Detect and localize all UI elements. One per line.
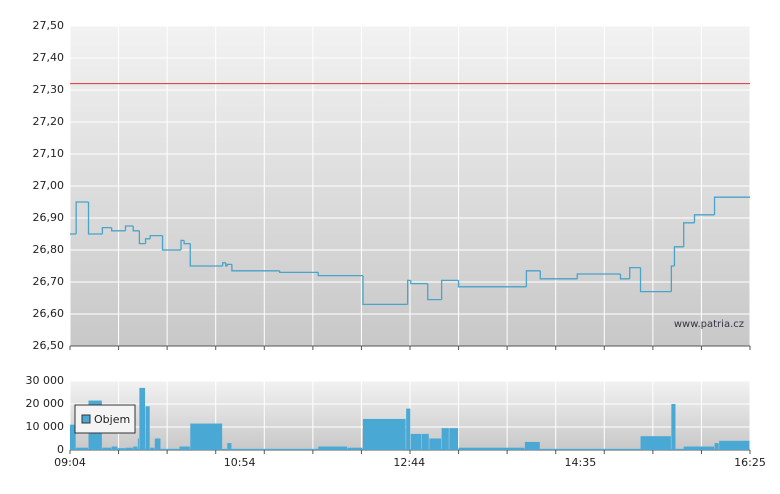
- price-step: [138, 230, 146, 245]
- price-step: [161, 235, 182, 251]
- y-tick-label: 20 000: [26, 397, 65, 410]
- y-tick-label: 26,80: [33, 243, 65, 256]
- y-tick-label: 26,70: [33, 275, 65, 288]
- volume-bar: [406, 408, 411, 450]
- volume-bar: [150, 447, 155, 450]
- y-tick-label: 26,50: [33, 339, 65, 352]
- volume-bar: [540, 448, 641, 450]
- price-step: [183, 240, 191, 245]
- price-step: [189, 243, 223, 267]
- volume-bar: [133, 446, 138, 450]
- volume-bar: [137, 438, 139, 450]
- volume-bar: [675, 448, 684, 450]
- price-step: [673, 246, 684, 266]
- price-step: [110, 227, 126, 232]
- price-step: [124, 225, 134, 231]
- volume-bar: [190, 423, 223, 450]
- price-step: [410, 280, 428, 285]
- price-step: [75, 201, 89, 234]
- price-step: [231, 264, 280, 272]
- y-tick-label: 26,60: [33, 307, 65, 320]
- price-step: [180, 239, 185, 250]
- price-step: [144, 238, 151, 244]
- volume-bar: [102, 447, 112, 450]
- y-tick-label: 0: [57, 443, 64, 456]
- price-step: [619, 274, 630, 280]
- legend-label: Objem: [94, 413, 130, 426]
- watermark: www.patria.cz: [674, 319, 744, 330]
- price-step: [440, 279, 459, 300]
- y-tick-label: 26,90: [33, 211, 65, 224]
- price-step: [427, 283, 442, 301]
- y-tick-label: 27,40: [33, 51, 65, 64]
- price-step: [149, 234, 163, 239]
- price-step: [87, 202, 103, 235]
- volume-bar: [222, 448, 227, 450]
- y-tick-label: 30 000: [26, 374, 65, 387]
- volume-bar: [441, 428, 449, 450]
- price-step: [226, 263, 232, 266]
- y-tick-label: 27,50: [33, 19, 65, 32]
- price-step: [101, 226, 112, 234]
- legend-swatch: [81, 414, 91, 424]
- price-step: [222, 262, 226, 266]
- price-step: [407, 279, 411, 305]
- price-step: [693, 214, 715, 223]
- volume-bar: [145, 406, 150, 450]
- price-step: [576, 273, 621, 279]
- volume-bar: [362, 418, 406, 450]
- y-tick-label: 10 000: [26, 420, 65, 433]
- volume-bar: [70, 424, 76, 450]
- volume-bar: [117, 448, 126, 450]
- price-step: [539, 270, 578, 280]
- price-step: [683, 222, 695, 247]
- price-step: [629, 266, 641, 279]
- y-tick-label: 27,20: [33, 115, 65, 128]
- volume-bar: [421, 433, 429, 450]
- price-step: [639, 267, 672, 293]
- volume-bar: [347, 447, 363, 450]
- x-tick-label: 16:25: [734, 456, 766, 469]
- volume-bar: [449, 428, 459, 450]
- volume-bar: [125, 447, 133, 450]
- volume-bar: [179, 446, 190, 450]
- volume-bar: [227, 443, 232, 450]
- volume-bar: [524, 441, 540, 450]
- volume-bar: [671, 404, 676, 450]
- price-step: [317, 272, 363, 277]
- volume-bar: [429, 438, 442, 450]
- volume-bar: [76, 447, 89, 450]
- x-tick-label: 09:04: [54, 456, 86, 469]
- price-step: [279, 270, 319, 274]
- price-step: [713, 196, 750, 215]
- volume-bar: [160, 448, 179, 450]
- y-tick-label: 27,00: [33, 179, 65, 192]
- volume-bar: [719, 440, 750, 450]
- volume-bar: [683, 446, 715, 450]
- volume-bar: [154, 438, 161, 450]
- y-tick-label: 27,10: [33, 147, 65, 160]
- x-tick-label: 14:35: [565, 456, 597, 469]
- x-tick-label: 10:54: [224, 456, 256, 469]
- volume-bar: [139, 387, 146, 450]
- price-step: [457, 280, 527, 288]
- price-step: [362, 275, 408, 306]
- volume-bar: [410, 433, 422, 450]
- volume-bar: [458, 447, 525, 450]
- price-step: [670, 265, 675, 292]
- price-step: [525, 270, 541, 287]
- volume-bar: [318, 446, 348, 450]
- volume-bar: [640, 436, 671, 450]
- volume-bar: [714, 443, 719, 450]
- x-tick-label: 12:44: [393, 456, 425, 469]
- price-step: [132, 226, 140, 232]
- volume-bar: [111, 446, 118, 450]
- y-tick-label: 27,30: [33, 83, 65, 96]
- volume-bar: [231, 448, 318, 450]
